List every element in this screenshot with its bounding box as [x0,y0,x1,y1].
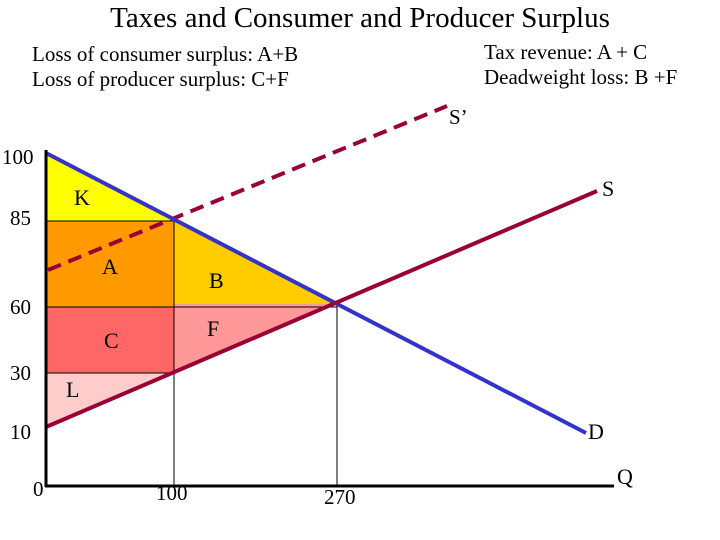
region-label-a: A [102,254,118,279]
region-c [46,307,174,373]
region-label-b: B [209,268,224,293]
y-tick-100: 100 [2,145,34,169]
y-tick-85: 85 [10,206,31,230]
demand-label: D [588,419,604,444]
region-label-l: L [66,377,79,402]
demand-curve [45,151,587,435]
page-title: Taxes and Consumer and Producer Surplus [110,2,610,34]
x-tick-100: 100 [156,481,188,505]
taxed-supply-label: S’ [449,105,468,129]
tax-notes: Tax revenue: A + C Deadweight loss: B +F [484,40,677,90]
supply-curve [45,189,598,429]
region-label-c: C [104,328,119,353]
x-axis-label: Q [617,464,633,489]
consumer-loss-note: Loss of consumer surplus: A+B [32,42,299,66]
y-tick-30: 30 [10,361,31,385]
taxed-supply-curve [47,104,448,272]
region-label-f: F [207,316,219,341]
producer-loss-note: Loss of producer surplus: C+F [32,67,289,91]
x-tick-0: 0 [33,477,44,501]
deadweight-loss-note: Deadweight loss: B +F [484,65,678,89]
region-label-k: K [74,185,90,210]
tax-revenue-note: Tax revenue: A + C [484,40,648,64]
region-a [46,221,174,307]
surplus-loss-notes: Loss of consumer surplus: A+B Loss of pr… [32,42,298,92]
y-tick-10: 10 [10,420,31,444]
y-tick-60: 60 [10,295,31,319]
x-tick-270: 270 [324,485,356,509]
supply-label: S [602,176,614,201]
